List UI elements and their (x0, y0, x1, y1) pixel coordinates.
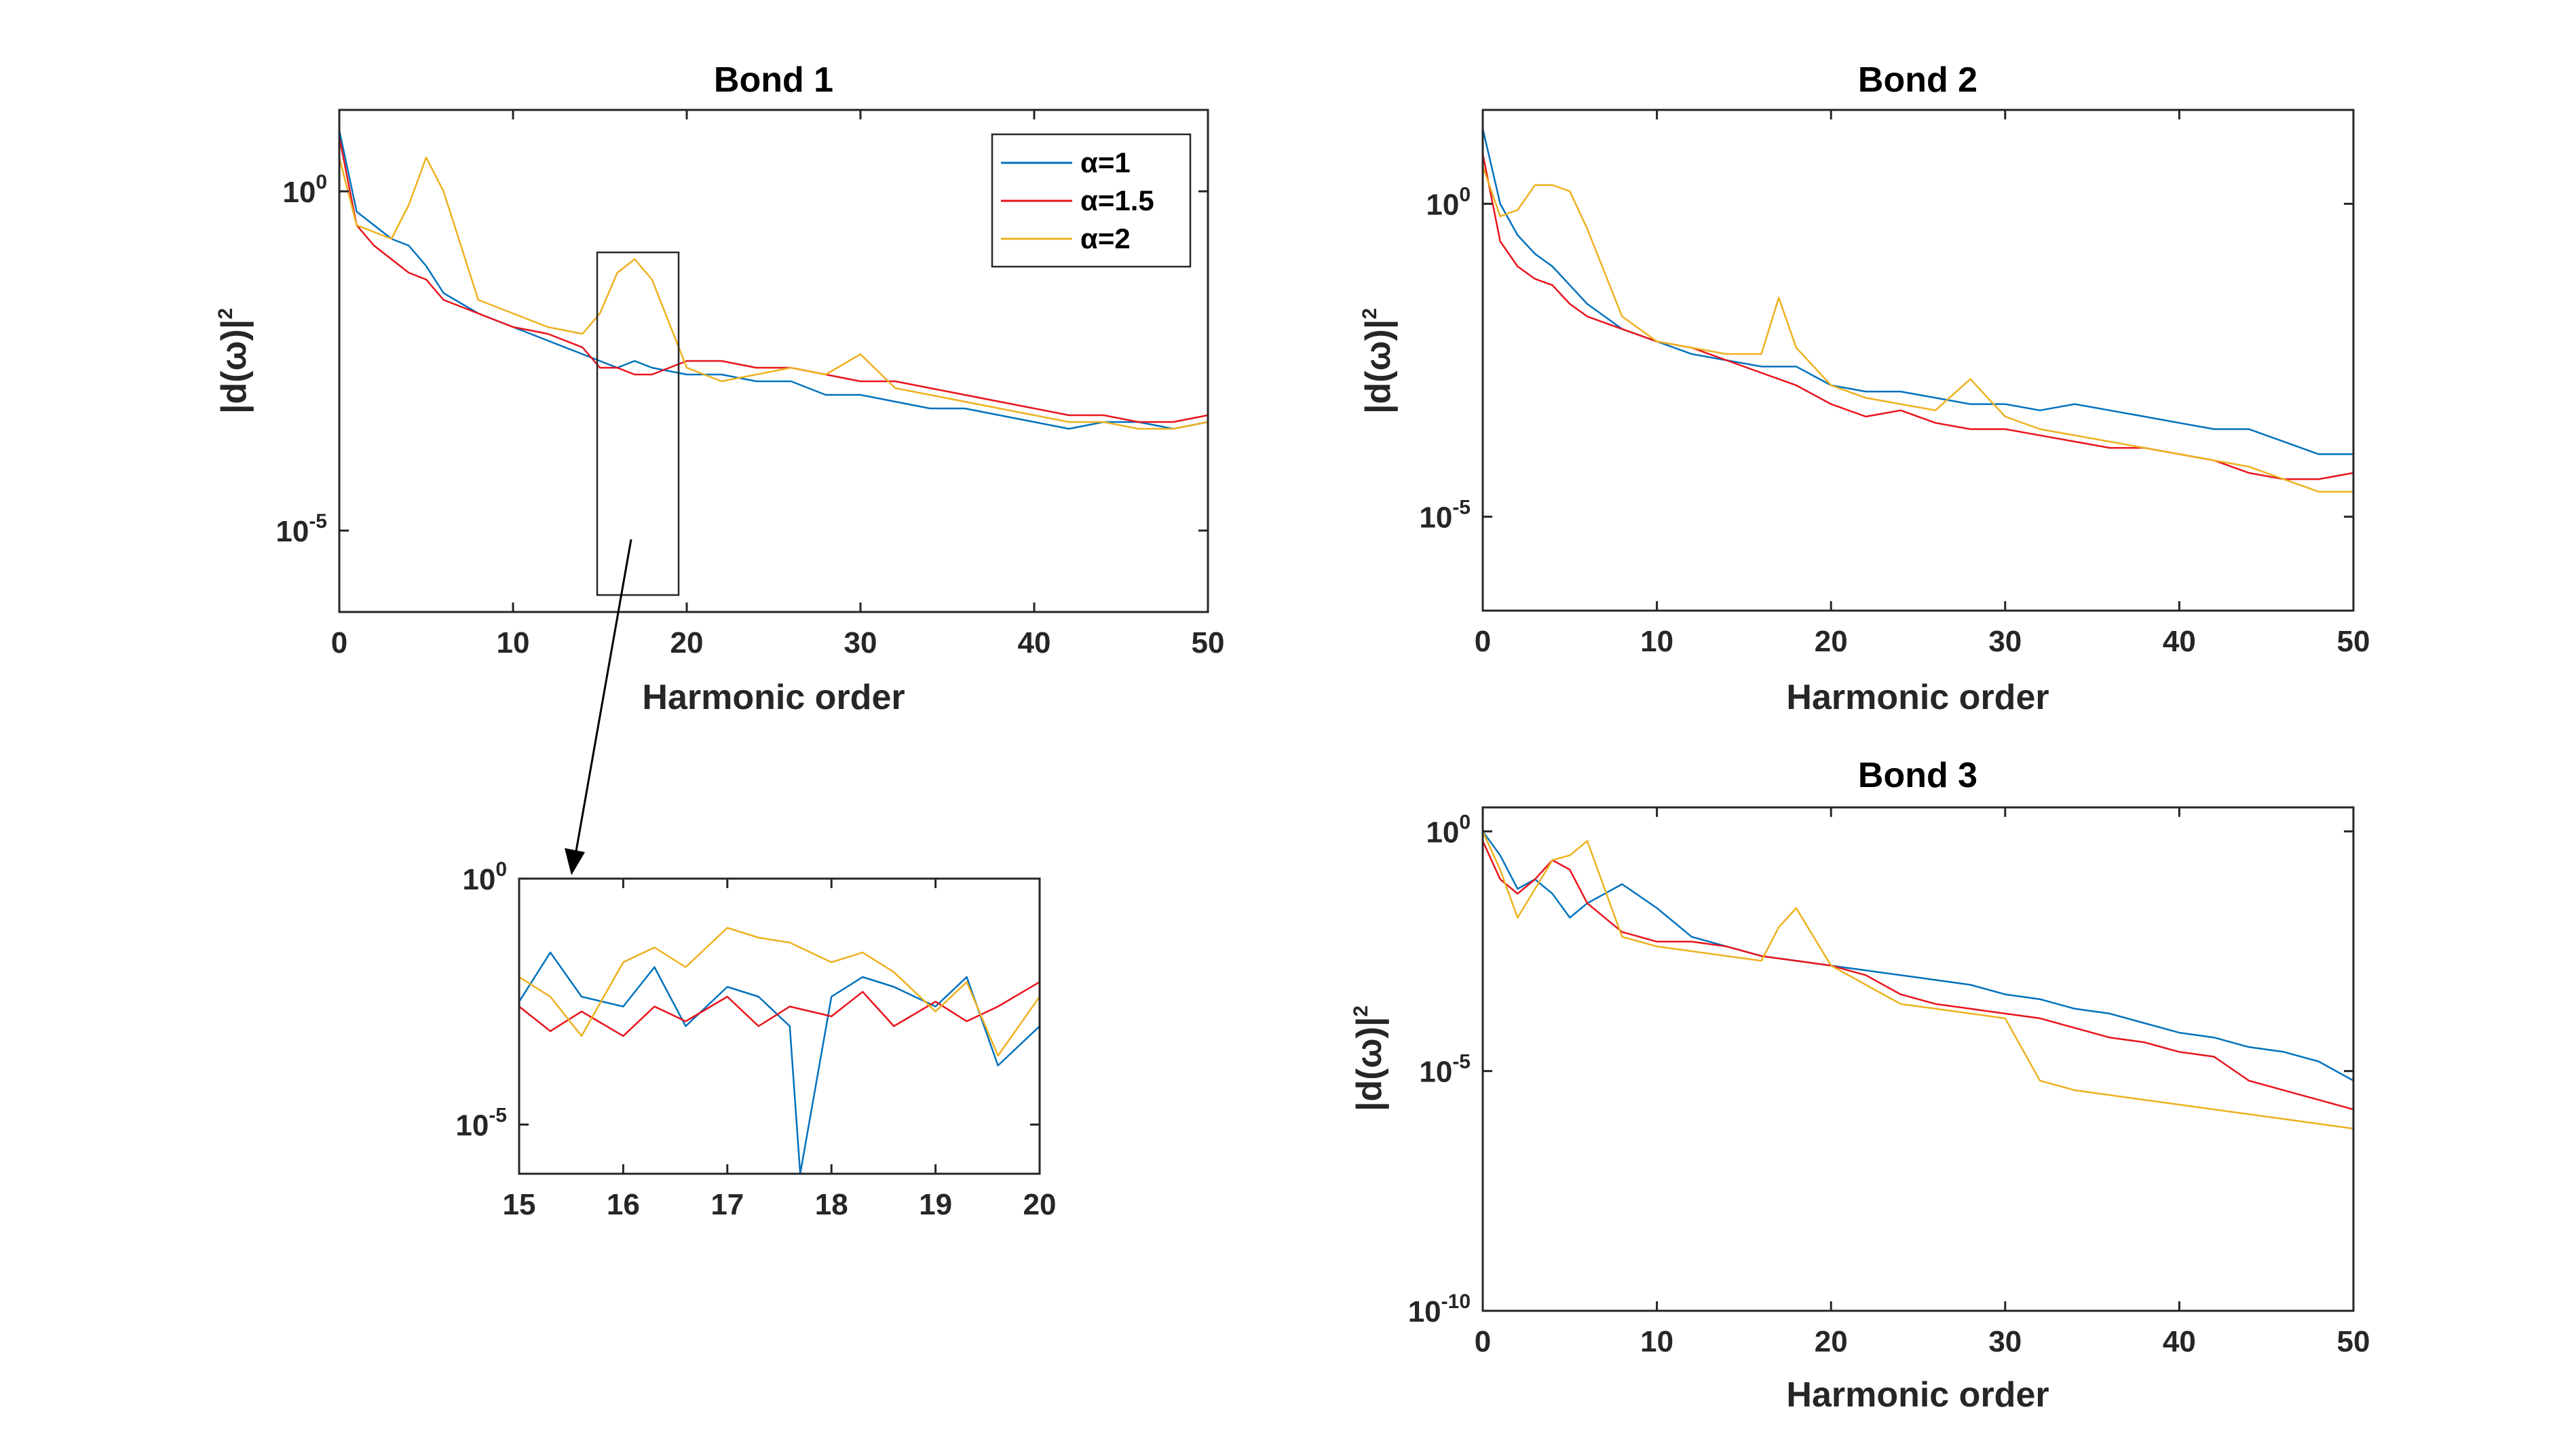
zoom-xtick-label: 16 (607, 1188, 640, 1221)
bond3-title: Bond 3 (1858, 756, 1977, 795)
zoom-xtick-label: 20 (1023, 1188, 1057, 1221)
bond2-ylabel-main: |d(ω)| (1359, 320, 1398, 414)
zoom-series-alpha1 (519, 951, 1040, 1174)
zoom-chart: 15 16 17 18 19 20 100 10-5 (455, 858, 1056, 1221)
bond2-x-ticks: 0 10 20 30 40 50 (1475, 110, 2370, 658)
bond3-x-ticks: 0 10 20 30 40 50 (1475, 807, 2370, 1358)
bond1-series-alpha1 (339, 130, 1208, 430)
zoom-y-ticks: 100 10-5 (455, 858, 1040, 1143)
bond2-xtick-label: 30 (1988, 625, 2022, 658)
bond1-xlabel: Harmonic order (642, 678, 905, 717)
bond2-plot-area (1483, 128, 2353, 493)
zoom-x-ticks: 15 16 17 18 19 20 (503, 879, 1057, 1221)
zoom-plot-area (519, 927, 1040, 1174)
bond3-xtick-label: 20 (1815, 1325, 1848, 1358)
bond1-ytick-label: 100 (282, 171, 327, 209)
bond3-ylabel-sup: 2 (1350, 1005, 1372, 1017)
zoom-series-alpha2 (519, 927, 1040, 1057)
bond2-ytick-label: 10-5 (1419, 497, 1471, 535)
bond1-ylabel: |d(ω)|2 (214, 308, 254, 414)
bond1-xtick-label: 20 (670, 626, 704, 659)
bond1-xtick-label: 10 (497, 626, 530, 659)
zoom-xtick-label: 19 (919, 1188, 952, 1221)
bond2-ytick-label: 100 (1426, 183, 1471, 221)
bond1-xtick-label: 40 (1018, 626, 1051, 659)
bond2-y-ticks: 100 10-5 (1419, 183, 2353, 535)
zoom-ytick-label: 100 (462, 858, 507, 896)
bond1-plot-area (339, 130, 1208, 430)
bond3-xtick-label: 30 (1988, 1325, 2022, 1358)
zoom-axes-box (518, 877, 1041, 1175)
bond3-series-alpha2 (1483, 830, 2353, 1130)
bond3-ytick-label: 10-10 (1408, 1290, 1471, 1328)
bond1-series-alpha2 (339, 156, 1208, 430)
bond1-title: Bond 1 (714, 60, 833, 100)
zoom-series-alpha15 (519, 981, 1040, 1037)
bond1-xtick-label: 0 (331, 626, 347, 659)
bond1-legend: α=1 α=1.5 α=2 (991, 133, 1192, 268)
bond1-series-alpha15 (339, 136, 1208, 423)
zoom-arrow-line (574, 539, 632, 856)
bond3-ytick-label: 10-5 (1419, 1051, 1471, 1089)
bond2-xlabel: Harmonic order (1786, 678, 2049, 717)
bond1-zoom-box (596, 251, 680, 596)
bond1-xtick-label: 50 (1192, 626, 1225, 659)
bond1-ytick-label: 10-5 (276, 510, 327, 548)
bond3-ylabel: |d(ω)|2 (1350, 1005, 1389, 1111)
bond3-axes-box (1481, 806, 2355, 1312)
bond2-xtick-label: 40 (2163, 625, 2196, 658)
bond1-xtick-label: 30 (844, 626, 877, 659)
bond1-y-ticks: 100 10-5 (276, 171, 1208, 548)
bond3-chart: Bond 3 0 10 20 30 40 50 100 10-5 10-10 Harmonic… (1350, 756, 2370, 1415)
bond3-xtick-label: 40 (2163, 1325, 2196, 1358)
bond3-xtick-label: 50 (2337, 1325, 2370, 1358)
bond2-ylabel: |d(ω)|2 (1359, 308, 1398, 414)
bond2-axes-box (1481, 109, 2355, 612)
bond2-xtick-label: 50 (2337, 625, 2370, 658)
bond3-y-ticks: 100 10-5 10-10 (1408, 811, 2353, 1328)
zoom-arrow-head (565, 848, 585, 875)
bond3-xtick-label: 0 (1475, 1325, 1491, 1358)
legend-label-alpha2: α=2 (1080, 223, 1131, 254)
legend-label-alpha1: α=1 (1080, 147, 1131, 178)
bond3-xlabel: Harmonic order (1786, 1375, 2049, 1415)
bond1-chart: Bond 1 0 10 20 30 40 50 100 10-5 Harmonic orde… (214, 60, 1224, 875)
bond2-xtick-label: 20 (1815, 625, 1848, 658)
zoom-ytick-label: 10-5 (455, 1105, 507, 1143)
bond2-title: Bond 2 (1858, 60, 1977, 100)
bond2-ylabel-sup: 2 (1359, 308, 1381, 320)
zoom-xtick-label: 15 (503, 1188, 536, 1221)
bond2-xtick-label: 0 (1475, 625, 1491, 658)
bond3-plot-area (1483, 830, 2353, 1130)
bond2-chart: Bond 2 0 10 20 30 40 50 100 10-5 Harmonic orde… (1359, 60, 2370, 717)
bond2-series-alpha1 (1483, 128, 2353, 455)
bond3-xtick-label: 10 (1640, 1325, 1673, 1358)
zoom-xtick-label: 17 (711, 1188, 744, 1221)
bond3-ytick-label: 100 (1426, 811, 1471, 849)
bond1-axes-box (338, 109, 1209, 613)
bond1-ylabel-main: |d(ω)| (214, 320, 254, 414)
zoom-xtick-label: 18 (815, 1188, 848, 1221)
bond1-x-ticks: 0 10 20 30 40 50 (331, 110, 1225, 659)
bond3-ylabel-main: |d(ω)| (1350, 1017, 1389, 1111)
bond1-ylabel-sup: 2 (214, 308, 237, 320)
bond3-series-alpha1 (1483, 830, 2353, 1081)
bond2-xtick-label: 10 (1640, 625, 1673, 658)
legend-label-alpha15: α=1.5 (1080, 185, 1154, 216)
bond2-series-alpha2 (1483, 166, 2353, 493)
bond3-series-alpha15 (1483, 840, 2353, 1111)
